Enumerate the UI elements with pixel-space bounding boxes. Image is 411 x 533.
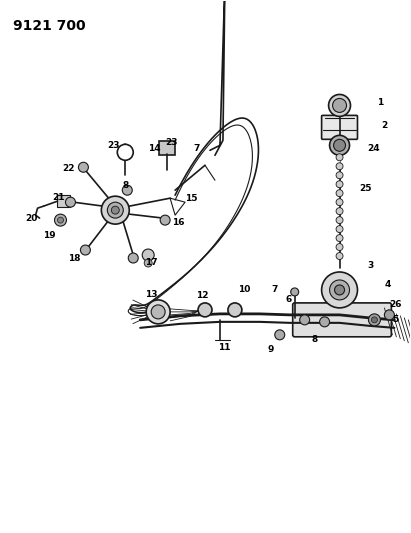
Circle shape bbox=[146, 300, 170, 324]
Circle shape bbox=[336, 216, 343, 224]
Circle shape bbox=[198, 303, 212, 317]
FancyBboxPatch shape bbox=[293, 303, 391, 337]
Circle shape bbox=[275, 330, 285, 340]
Circle shape bbox=[81, 245, 90, 255]
Text: 25: 25 bbox=[360, 184, 372, 193]
Circle shape bbox=[372, 317, 377, 323]
Circle shape bbox=[300, 315, 309, 325]
Text: 10: 10 bbox=[238, 286, 250, 294]
Circle shape bbox=[321, 272, 358, 308]
Circle shape bbox=[336, 190, 343, 197]
Text: 18: 18 bbox=[69, 254, 81, 263]
Text: 7: 7 bbox=[272, 286, 278, 294]
Circle shape bbox=[320, 317, 330, 327]
Circle shape bbox=[144, 259, 152, 267]
Circle shape bbox=[368, 314, 381, 326]
Circle shape bbox=[336, 181, 343, 188]
FancyBboxPatch shape bbox=[321, 116, 358, 139]
Circle shape bbox=[336, 235, 343, 241]
Text: 15: 15 bbox=[185, 193, 198, 203]
Text: 26: 26 bbox=[389, 301, 402, 309]
Text: 23: 23 bbox=[165, 138, 178, 147]
Circle shape bbox=[336, 244, 343, 251]
Circle shape bbox=[65, 197, 76, 207]
Text: 23: 23 bbox=[107, 141, 120, 150]
Circle shape bbox=[79, 162, 88, 172]
Circle shape bbox=[160, 215, 170, 225]
Circle shape bbox=[336, 208, 343, 215]
Circle shape bbox=[336, 163, 343, 169]
Circle shape bbox=[336, 253, 343, 260]
Circle shape bbox=[228, 303, 242, 317]
Circle shape bbox=[128, 253, 138, 263]
Circle shape bbox=[58, 217, 63, 223]
Text: 19: 19 bbox=[43, 231, 55, 239]
Circle shape bbox=[330, 135, 349, 155]
Text: 7: 7 bbox=[193, 144, 199, 153]
Circle shape bbox=[336, 199, 343, 206]
Text: 11: 11 bbox=[218, 343, 231, 352]
Circle shape bbox=[102, 196, 129, 224]
Text: 8: 8 bbox=[312, 335, 318, 344]
Circle shape bbox=[336, 154, 343, 161]
Circle shape bbox=[122, 185, 132, 195]
Circle shape bbox=[117, 144, 133, 160]
Text: 21: 21 bbox=[53, 193, 65, 201]
Circle shape bbox=[334, 139, 346, 151]
Text: 9121 700: 9121 700 bbox=[13, 19, 85, 33]
Text: 3: 3 bbox=[367, 261, 374, 270]
Text: 16: 16 bbox=[172, 217, 185, 227]
Circle shape bbox=[111, 206, 119, 214]
Text: 5: 5 bbox=[393, 316, 399, 325]
Circle shape bbox=[384, 310, 395, 320]
Circle shape bbox=[55, 214, 67, 226]
Text: 22: 22 bbox=[62, 164, 75, 173]
Circle shape bbox=[332, 99, 346, 112]
Circle shape bbox=[335, 285, 344, 295]
Text: 6: 6 bbox=[286, 295, 292, 304]
Circle shape bbox=[336, 225, 343, 232]
Circle shape bbox=[330, 280, 349, 300]
Text: 2: 2 bbox=[381, 121, 388, 130]
Text: 13: 13 bbox=[145, 290, 158, 300]
Circle shape bbox=[328, 94, 351, 116]
Circle shape bbox=[107, 202, 123, 218]
Text: 17: 17 bbox=[145, 257, 158, 266]
Text: 8: 8 bbox=[122, 181, 129, 190]
Text: 24: 24 bbox=[367, 144, 380, 153]
Circle shape bbox=[291, 288, 299, 296]
Text: 12: 12 bbox=[196, 292, 208, 301]
Circle shape bbox=[142, 249, 154, 261]
Circle shape bbox=[151, 305, 165, 319]
Circle shape bbox=[336, 172, 343, 179]
FancyBboxPatch shape bbox=[56, 195, 70, 207]
Text: 20: 20 bbox=[25, 214, 38, 223]
Text: 14: 14 bbox=[148, 144, 161, 153]
Text: 1: 1 bbox=[377, 98, 383, 107]
FancyBboxPatch shape bbox=[159, 141, 175, 155]
Text: 4: 4 bbox=[384, 280, 391, 289]
Text: 9: 9 bbox=[268, 345, 274, 354]
